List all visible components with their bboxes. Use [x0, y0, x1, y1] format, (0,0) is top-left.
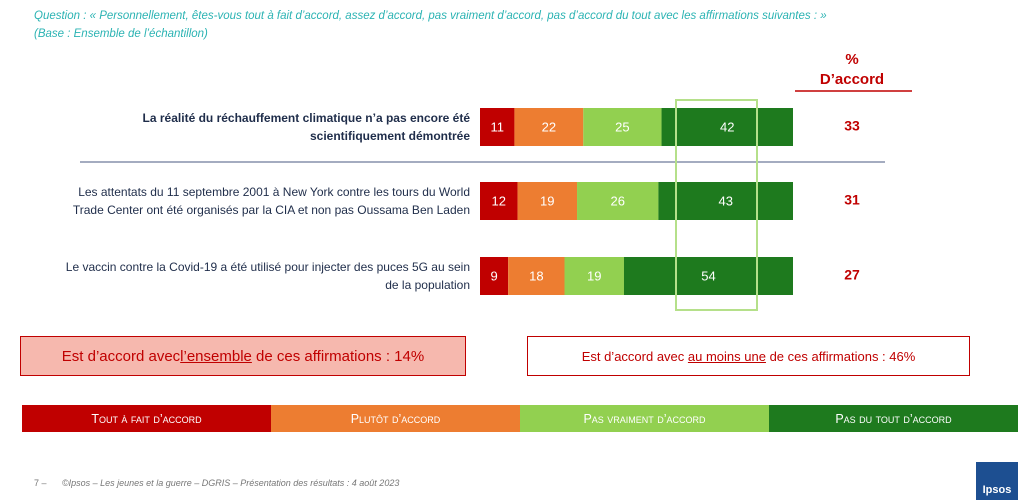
agree-symbol: %	[845, 51, 858, 68]
bar-segment	[623, 257, 793, 295]
bar-segment	[480, 257, 509, 295]
summary-box: Est d’accord avec au moins une de ces af…	[527, 336, 970, 376]
data-label: 11	[490, 119, 504, 134]
data-label: 42	[720, 119, 734, 134]
bar-segment	[517, 182, 578, 220]
bar-segment	[661, 108, 793, 146]
bar-segment	[577, 182, 659, 220]
bar-segment	[508, 257, 565, 295]
data-label: 12	[492, 193, 506, 208]
question: Question : « Personnellement, êtes-vous …	[34, 10, 827, 22]
agree-value: 33	[844, 118, 860, 134]
page-number: 7 –	[34, 478, 47, 488]
footer-text: ©Ipsos – Les jeunes et la guerre – DGRIS…	[62, 478, 400, 488]
legend-item: Plutôt d’accord	[271, 405, 520, 432]
bar-segment	[480, 108, 515, 146]
summary-box: Est d’accord avec l’ensemble de ces affi…	[20, 336, 466, 376]
agree-value: 27	[844, 267, 860, 283]
bar-segment	[583, 108, 662, 146]
legend-item: Pas vraiment d’accord	[520, 405, 769, 432]
bar-segment	[564, 257, 624, 295]
statement: La réalité du réchauffement climatique n…	[142, 111, 470, 143]
data-label: 22	[542, 119, 556, 134]
statement: Le vaccin contre la Covid-19 a été utili…	[65, 260, 470, 292]
data-label: 25	[615, 119, 629, 134]
data-label: 43	[718, 193, 732, 208]
data-label: 19	[587, 268, 601, 283]
base: (Base : Ensemble de l’échantillon)	[34, 28, 208, 40]
agree-value: 31	[844, 192, 860, 208]
summary-text: de ces affirmations : 14%	[251, 347, 425, 365]
bar-segment	[658, 182, 793, 220]
summary-text: Est d’accord avec	[581, 348, 688, 364]
bar-segment	[480, 182, 518, 220]
data-label: 26	[610, 193, 624, 208]
data-label: 18	[529, 268, 543, 283]
legend-item: Pas du tout d’accord	[769, 405, 1018, 432]
logo: Ipsos	[976, 462, 1018, 500]
agree-label: D’accord	[820, 71, 884, 88]
summary-emphasis: l’ensemble	[180, 347, 252, 365]
bar-segment	[514, 108, 584, 146]
summary-text: de ces affirmations : 46%	[765, 348, 916, 364]
summary-text: Est d’accord avec	[61, 347, 181, 365]
data-label: 19	[540, 193, 554, 208]
summary-emphasis: au moins une	[687, 348, 766, 364]
legend-item: Tout à fait d’accord	[22, 405, 271, 432]
data-label: 9	[490, 268, 497, 283]
statement: Les attentats du 11 septembre 2001 à New…	[72, 185, 470, 217]
data-label: 54	[701, 268, 715, 283]
highlight-frame	[675, 99, 758, 311]
